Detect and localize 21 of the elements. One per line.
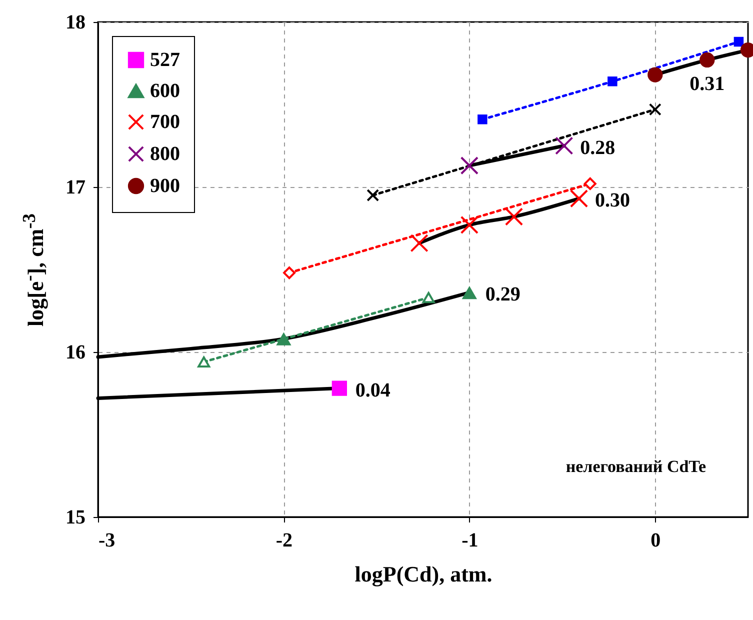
legend-label: 800 [150,143,180,165]
x-tick-label: -3 [98,530,116,552]
x-tick-label: -2 [276,530,293,552]
y-tick-label: 16 [66,342,86,364]
x-tick-label: 0 [650,530,661,552]
annotation: 0.31 [690,72,725,95]
legend-label: 600 [150,80,180,102]
y-tick-label: 18 [66,12,86,34]
legend-label: 527 [150,49,180,71]
legend-label: 700 [150,111,180,133]
line-series [418,196,581,245]
annotation: 0.30 [595,190,630,212]
annotation: нелегований CdTe [566,457,706,476]
annotation: 0.28 [580,136,616,159]
y-tick-label: 15 [66,506,86,528]
x-axis-title: logP(Cd), atm. [354,562,492,586]
x-tick-label: -1 [462,530,478,552]
annotation: 0.04 [355,379,390,402]
y-tick-label: 17 [66,176,86,198]
legend-label: 900 [150,175,180,197]
annotation: 0.29 [485,284,520,306]
